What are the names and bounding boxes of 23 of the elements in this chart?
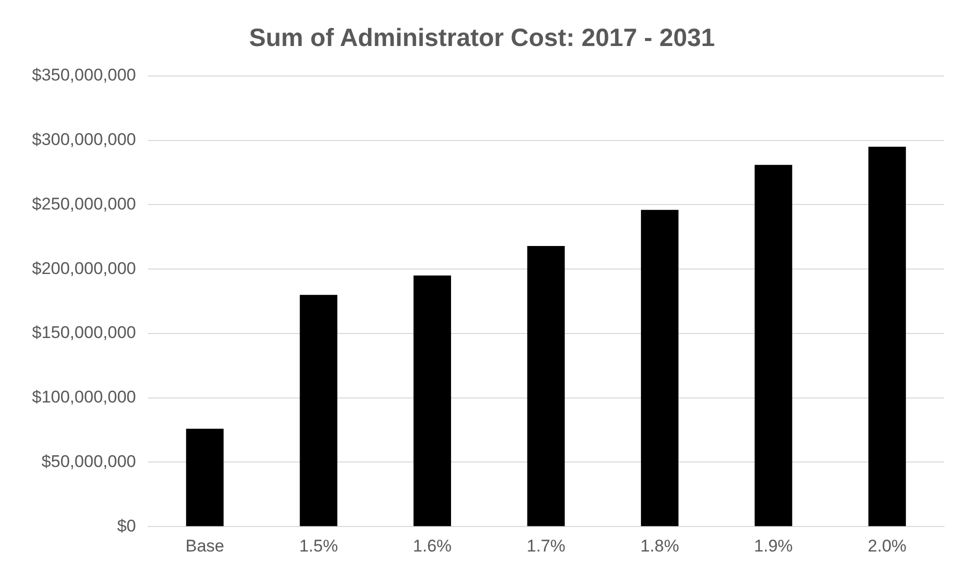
bar (640, 210, 678, 526)
bar (527, 246, 565, 526)
y-tick-label: $250,000,000 (32, 194, 136, 214)
y-tick-label: $100,000,000 (32, 388, 136, 407)
bar (754, 164, 792, 526)
bar (868, 146, 906, 526)
x-tick-label: 1.5% (299, 536, 338, 556)
bar (300, 294, 338, 526)
x-tick-label: 1.9% (754, 536, 793, 556)
x-tick-label: 1.6% (412, 536, 452, 556)
y-tick-label: $350,000,000 (32, 66, 136, 85)
y-tick-label: $50,000,000 (41, 452, 136, 471)
y-tick-label: $200,000,000 (32, 258, 136, 278)
bar (414, 276, 452, 526)
bar (186, 428, 224, 526)
y-tick-label: $0 (117, 516, 136, 536)
x-tick-label: 1.8% (640, 536, 680, 556)
y-tick-label: $300,000,000 (32, 130, 136, 150)
chart-title: Sum of Administrator Cost: 2017 - 2031 (249, 24, 716, 52)
x-tick-label: Base (185, 536, 224, 556)
y-tick-label: $150,000,000 (32, 323, 136, 342)
x-tick-label: 1.7% (526, 536, 566, 556)
x-tick-label: 2.0% (868, 536, 907, 556)
